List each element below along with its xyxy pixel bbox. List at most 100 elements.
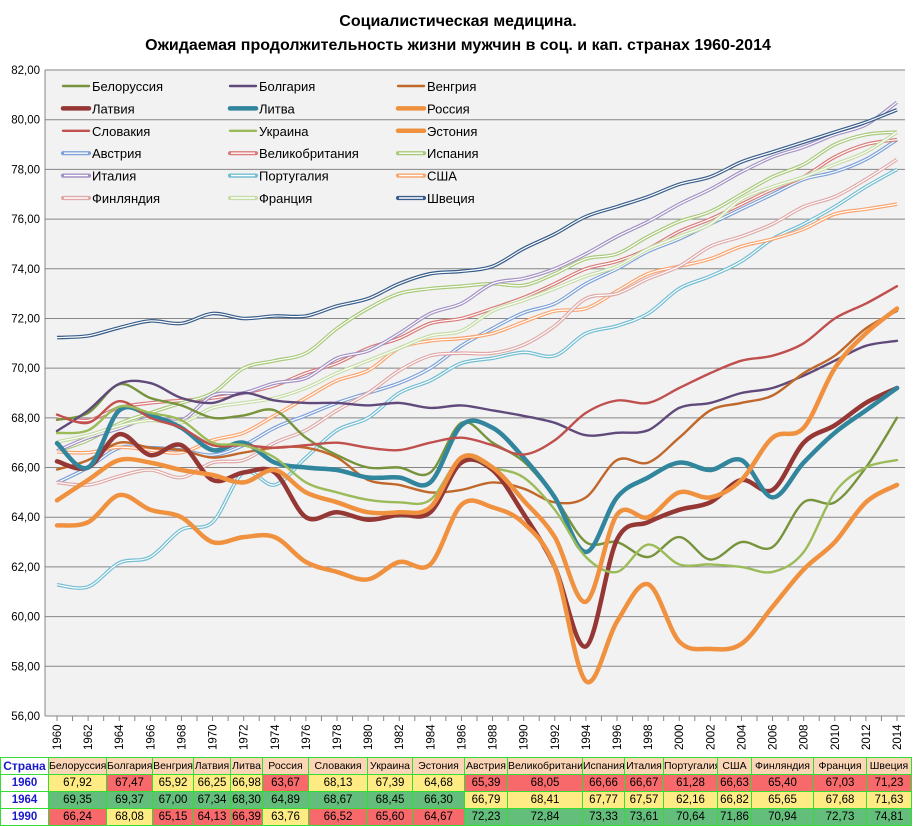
x-tick-label: 2008	[799, 724, 811, 750]
x-tick-label: 1984	[425, 724, 437, 750]
x-tick-label: 1970	[208, 724, 220, 750]
x-tick-label: 1978	[332, 724, 344, 750]
table-cell: 68,30	[230, 791, 263, 809]
table-cell: 74,81	[866, 808, 912, 826]
column-header: Украина	[367, 757, 413, 775]
table-cell: 67,77	[582, 791, 625, 809]
table-cell: 67,92	[48, 774, 107, 792]
table-cell: 71,23	[866, 774, 912, 792]
y-tick-label: 68,00	[11, 413, 40, 425]
x-tick-label: 1998	[643, 724, 655, 750]
legend-label: Латвия	[92, 101, 135, 116]
x-tick-label: 1964	[114, 724, 126, 750]
x-tick-label: 1966	[145, 724, 157, 750]
table-corner: Страна	[0, 757, 49, 775]
column-header: Швеция	[866, 757, 912, 775]
legend-label: Эстония	[427, 124, 477, 139]
table-cell: 66,98	[230, 774, 263, 792]
legend-item: Эстония	[395, 124, 477, 139]
column-header: Литва	[230, 757, 263, 775]
x-tick-label: 2002	[705, 724, 717, 750]
table-cell: 63,76	[262, 808, 309, 826]
x-tick-label: 1988	[488, 724, 500, 750]
legend-item: Латвия	[60, 101, 135, 116]
column-header: Франция	[813, 757, 867, 775]
table-cell: 70,64	[663, 808, 718, 826]
table-cell: 66,67	[624, 774, 664, 792]
series-line-Италия	[56, 100, 899, 453]
legend-label: Венгрия	[427, 79, 476, 94]
legend-label: Россия	[427, 101, 470, 116]
column-header: Великобритания	[507, 757, 583, 775]
table-cell: 67,47	[106, 774, 153, 792]
column-header: Италия	[624, 757, 664, 775]
table-cell: 65,15	[152, 808, 194, 826]
table-cell: 71,86	[717, 808, 752, 826]
y-tick-label: 78,00	[11, 164, 40, 176]
x-tick-label: 1982	[394, 724, 406, 750]
table-cell: 66,39	[230, 808, 263, 826]
x-tick-label: 2000	[674, 724, 686, 750]
table-cell: 66,63	[717, 774, 752, 792]
y-tick-label: 82,00	[11, 65, 40, 77]
x-tick-label: 1994	[581, 724, 593, 750]
column-header: Австрия	[464, 757, 508, 775]
table-header-row: Страна Белоруссия Болгария Венгрия Латвия Лит…	[0, 757, 912, 775]
x-tick-label: 1990	[519, 724, 531, 750]
legend-item: Великобритания	[227, 146, 359, 161]
x-tick-label: 1996	[612, 724, 624, 750]
table-cell: 66,66	[582, 774, 625, 792]
legend-item: Португалия	[227, 169, 329, 184]
table-cell: 69,37	[106, 791, 153, 809]
table-cell: 68,41	[507, 791, 583, 809]
x-tick-label: 1980	[363, 724, 375, 750]
column-header: США	[717, 757, 752, 775]
series-line-Эстония	[54, 306, 900, 604]
table-cell: 68,13	[308, 774, 368, 792]
data-table: Страна Белоруссия Болгария Венгрия Латвия Лит…	[0, 757, 912, 826]
table-cell: 66,25	[193, 774, 231, 792]
table-cell: 69,35	[48, 791, 107, 809]
series-line-Болгария	[55, 339, 899, 437]
legend-label: Испания	[427, 146, 479, 161]
y-tick-label: 66,00	[11, 463, 40, 475]
y-tick-label: 80,00	[11, 115, 40, 127]
table-cell: 66,52	[308, 808, 368, 826]
y-tick-label: 56,00	[11, 711, 40, 723]
column-header: Словакия	[308, 757, 368, 775]
table-cell: 67,39	[367, 774, 413, 792]
x-tick-label: 2014	[892, 724, 904, 750]
series-line-Россия	[54, 482, 900, 685]
table-cell: 68,67	[308, 791, 368, 809]
table-cell: 66,30	[412, 791, 465, 809]
legend-item: Австрия	[60, 146, 141, 161]
legend-label: Финляндия	[92, 191, 160, 206]
table-cell: 64,67	[412, 808, 465, 826]
x-tick-label: 1992	[550, 724, 562, 750]
legend-label: Италия	[92, 169, 136, 184]
column-header: Белоруссия	[48, 757, 107, 775]
table-cell: 73,33	[582, 808, 625, 826]
column-header: Португалия	[663, 757, 718, 775]
column-header: Латвия	[193, 757, 231, 775]
table-cell: 73,61	[624, 808, 664, 826]
x-tick-label: 2006	[768, 724, 780, 750]
table-cell: 71,63	[866, 791, 912, 809]
table-cell: 67,57	[624, 791, 664, 809]
x-tick-label: 1986	[456, 724, 468, 750]
legend-label: Великобритания	[259, 146, 359, 161]
row-year: 1990	[0, 808, 49, 826]
x-tick-label: 2010	[830, 724, 842, 750]
table-cell: 72,73	[813, 808, 867, 826]
x-tick-label: 2004	[736, 724, 748, 750]
table-cell: 65,40	[751, 774, 814, 792]
legend-item: Белоруссия	[61, 79, 163, 94]
legend-label: Швеция	[427, 191, 475, 206]
legend-label: Белоруссия	[92, 79, 163, 94]
table-cell: 65,65	[751, 791, 814, 809]
column-header: Болгария	[106, 757, 153, 775]
y-tick-label: 76,00	[11, 214, 40, 226]
y-tick-label: 62,00	[11, 562, 40, 574]
table-row: 1990 66,24 68,08 65,15 64,13 66,39 63,76 66,52 6…	[0, 808, 912, 826]
series-line-Венгрия	[55, 309, 899, 505]
